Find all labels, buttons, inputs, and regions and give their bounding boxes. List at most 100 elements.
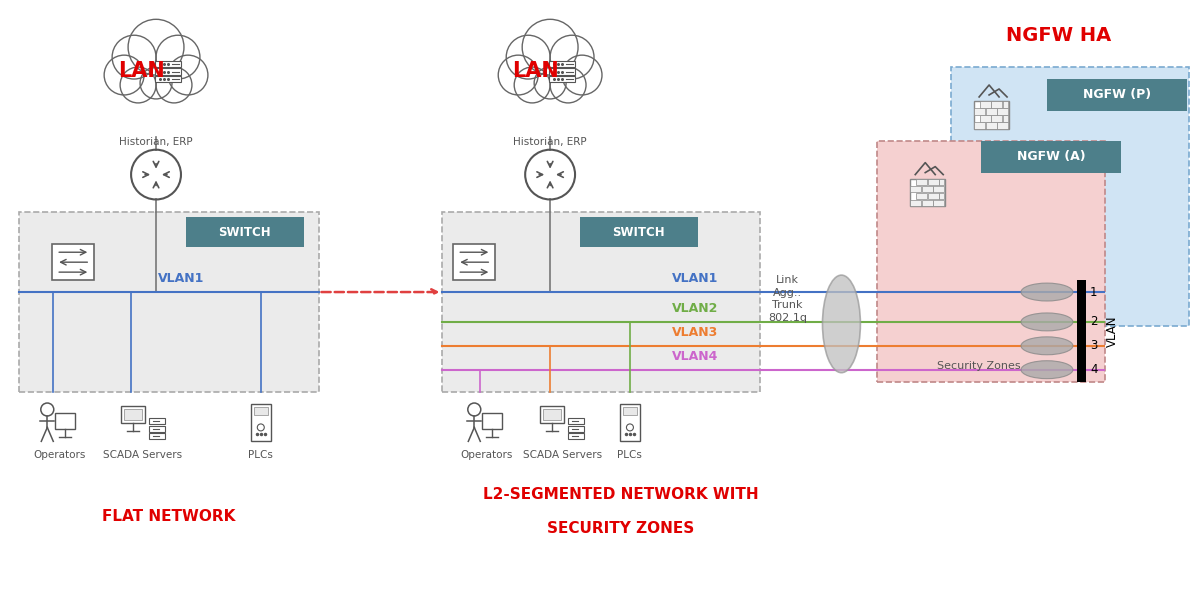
FancyBboxPatch shape	[443, 213, 760, 391]
FancyBboxPatch shape	[1046, 79, 1187, 111]
Text: Security Zones: Security Zones	[937, 361, 1021, 371]
Text: VLAN1: VLAN1	[672, 272, 718, 285]
Text: NGFW (A): NGFW (A)	[1016, 150, 1085, 163]
FancyBboxPatch shape	[149, 434, 166, 439]
FancyBboxPatch shape	[922, 186, 932, 192]
FancyBboxPatch shape	[254, 406, 268, 416]
Text: VLAN2: VLAN2	[672, 302, 718, 315]
Text: PLCs: PLCs	[248, 450, 274, 460]
Circle shape	[156, 35, 200, 79]
Text: 2: 2	[1090, 315, 1098, 329]
FancyBboxPatch shape	[544, 408, 562, 420]
FancyBboxPatch shape	[580, 217, 697, 247]
Circle shape	[128, 19, 184, 75]
Text: Historian, ERP: Historian, ERP	[119, 137, 193, 147]
FancyBboxPatch shape	[997, 108, 1008, 115]
Text: LAN: LAN	[118, 61, 164, 81]
FancyBboxPatch shape	[1003, 101, 1008, 108]
Text: NGFW (P): NGFW (P)	[1082, 88, 1151, 101]
Text: 4: 4	[1090, 363, 1098, 376]
FancyBboxPatch shape	[985, 108, 997, 115]
FancyBboxPatch shape	[155, 76, 181, 82]
FancyBboxPatch shape	[940, 179, 944, 185]
FancyBboxPatch shape	[155, 68, 181, 75]
FancyBboxPatch shape	[55, 414, 76, 429]
FancyBboxPatch shape	[916, 179, 926, 185]
Circle shape	[522, 19, 578, 75]
FancyBboxPatch shape	[974, 122, 985, 129]
FancyBboxPatch shape	[1076, 280, 1086, 382]
Text: Operators: Operators	[34, 450, 85, 460]
FancyBboxPatch shape	[124, 408, 142, 420]
FancyBboxPatch shape	[991, 101, 1002, 108]
Text: NGFW HA: NGFW HA	[1007, 26, 1111, 45]
FancyBboxPatch shape	[979, 101, 991, 108]
Text: SWITCH: SWITCH	[612, 226, 665, 239]
Circle shape	[550, 67, 586, 103]
FancyBboxPatch shape	[877, 141, 1105, 382]
Text: Historian, ERP: Historian, ERP	[514, 137, 587, 147]
Text: 1: 1	[1090, 286, 1098, 298]
FancyBboxPatch shape	[997, 122, 1008, 129]
FancyBboxPatch shape	[934, 186, 944, 192]
FancyBboxPatch shape	[149, 419, 166, 425]
Circle shape	[550, 35, 594, 79]
FancyBboxPatch shape	[186, 217, 304, 247]
Circle shape	[168, 55, 208, 95]
Circle shape	[156, 67, 192, 103]
FancyBboxPatch shape	[568, 434, 584, 439]
Text: PLCs: PLCs	[618, 450, 642, 460]
FancyBboxPatch shape	[928, 193, 938, 199]
Text: SECURITY ZONES: SECURITY ZONES	[547, 521, 695, 536]
FancyBboxPatch shape	[482, 414, 503, 429]
FancyBboxPatch shape	[910, 200, 922, 206]
FancyBboxPatch shape	[982, 141, 1121, 173]
Circle shape	[112, 35, 156, 79]
Text: LAN: LAN	[511, 61, 558, 81]
FancyBboxPatch shape	[620, 403, 640, 442]
FancyBboxPatch shape	[568, 426, 584, 432]
Circle shape	[498, 55, 538, 95]
FancyBboxPatch shape	[550, 61, 575, 68]
FancyBboxPatch shape	[910, 179, 944, 207]
Text: Operators: Operators	[460, 450, 512, 460]
FancyBboxPatch shape	[979, 115, 991, 121]
FancyBboxPatch shape	[19, 213, 319, 391]
FancyBboxPatch shape	[454, 244, 496, 280]
Ellipse shape	[1021, 337, 1073, 355]
FancyBboxPatch shape	[974, 108, 985, 115]
FancyBboxPatch shape	[928, 179, 938, 185]
Ellipse shape	[1021, 283, 1073, 301]
FancyBboxPatch shape	[550, 76, 575, 82]
Circle shape	[534, 67, 566, 99]
FancyBboxPatch shape	[952, 67, 1189, 326]
FancyBboxPatch shape	[922, 200, 932, 206]
Circle shape	[562, 55, 602, 95]
FancyBboxPatch shape	[1003, 115, 1008, 121]
Text: L2-SEGMENTED NETWORK WITH: L2-SEGMENTED NETWORK WITH	[484, 487, 758, 502]
Circle shape	[514, 67, 550, 103]
Circle shape	[506, 35, 550, 79]
FancyBboxPatch shape	[985, 122, 997, 129]
FancyBboxPatch shape	[934, 200, 944, 206]
FancyBboxPatch shape	[121, 405, 145, 423]
FancyBboxPatch shape	[916, 193, 926, 199]
Text: VLAN: VLAN	[1106, 315, 1120, 347]
FancyBboxPatch shape	[155, 61, 181, 68]
Text: Link
Agg..
Trunk
802.1q: Link Agg.. Trunk 802.1q	[768, 275, 808, 323]
FancyBboxPatch shape	[251, 403, 271, 442]
FancyBboxPatch shape	[910, 186, 922, 192]
FancyBboxPatch shape	[540, 405, 564, 423]
Ellipse shape	[1021, 313, 1073, 331]
Text: 3: 3	[1090, 339, 1098, 352]
Circle shape	[140, 67, 172, 99]
Text: SCADA Servers: SCADA Servers	[103, 450, 182, 460]
Ellipse shape	[1021, 361, 1073, 379]
FancyBboxPatch shape	[623, 406, 637, 416]
Text: FLAT NETWORK: FLAT NETWORK	[102, 509, 235, 524]
Text: VLAN4: VLAN4	[672, 350, 718, 363]
FancyBboxPatch shape	[568, 419, 584, 425]
Text: SCADA Servers: SCADA Servers	[522, 450, 601, 460]
FancyBboxPatch shape	[149, 426, 166, 432]
Circle shape	[120, 67, 156, 103]
